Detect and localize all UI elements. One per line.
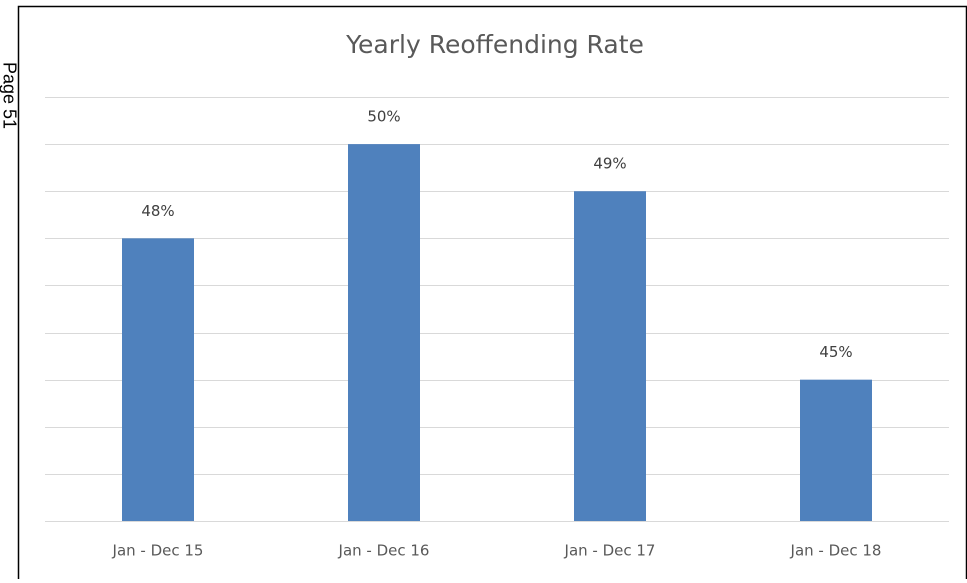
x-tick-label: Jan - Dec 18 <box>790 542 882 560</box>
bar <box>800 379 872 521</box>
page-label: Page 51 <box>0 62 19 129</box>
bar <box>348 144 420 521</box>
x-tick-label: Jan - Dec 17 <box>564 542 656 560</box>
data-label: 45% <box>819 343 852 361</box>
bar <box>574 191 646 521</box>
chart-title: Yearly Reoffending Rate <box>345 30 644 59</box>
x-tick-label: Jan - Dec 16 <box>338 542 430 560</box>
data-label: 49% <box>593 155 626 173</box>
bar <box>122 238 194 522</box>
x-tick-label: Jan - Dec 15 <box>112 542 204 560</box>
data-label: 48% <box>141 202 174 220</box>
data-label: 50% <box>367 108 400 126</box>
